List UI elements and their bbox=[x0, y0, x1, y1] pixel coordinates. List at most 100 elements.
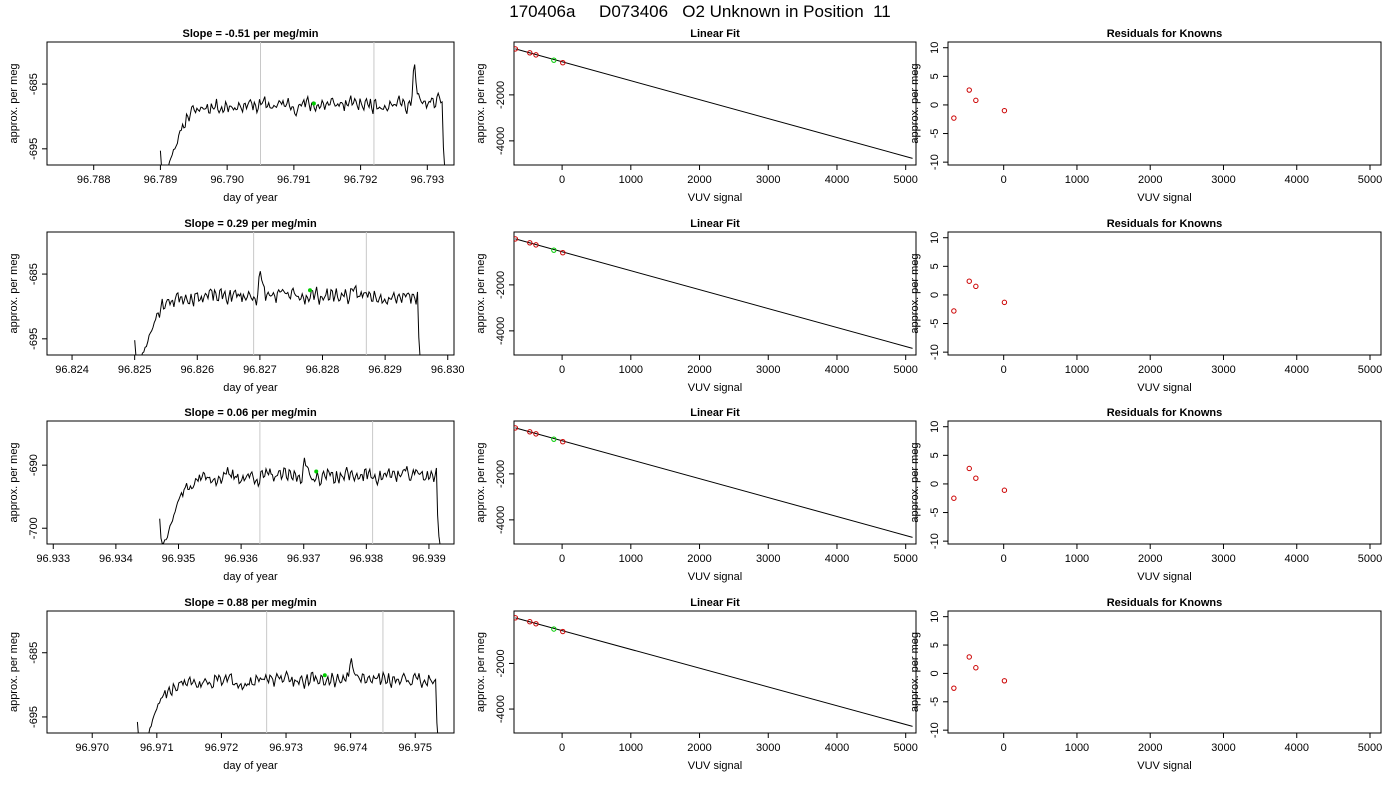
y-tick-label: -690 bbox=[28, 454, 40, 476]
panel-title: Linear Fit bbox=[690, 218, 740, 230]
x-tick-label: 5000 bbox=[893, 174, 917, 186]
y-tick-label: -2000 bbox=[495, 271, 507, 299]
fit-line bbox=[515, 617, 913, 727]
unknown-point bbox=[314, 469, 319, 474]
y-tick-label: -5 bbox=[929, 697, 941, 707]
unknown-point bbox=[322, 673, 327, 678]
panel-title: Slope = 0.29 per meg/min bbox=[184, 218, 317, 230]
x-tick-label: 1000 bbox=[1065, 364, 1089, 376]
plot-area bbox=[514, 46, 913, 159]
y-tick-label: -5 bbox=[929, 508, 941, 518]
x-tick-label: 4000 bbox=[1285, 364, 1309, 376]
x-tick-label: 0 bbox=[559, 364, 565, 376]
y-tick-label: -10 bbox=[929, 722, 941, 738]
plot-area bbox=[514, 425, 913, 538]
panel-title: Linear Fit bbox=[690, 28, 740, 40]
x-tick-label: 2000 bbox=[1138, 364, 1162, 376]
y-axis-label: approx. per meg bbox=[909, 632, 921, 712]
x-tick-label: 96.827 bbox=[243, 364, 277, 376]
residual-point bbox=[973, 283, 979, 290]
known-point bbox=[533, 621, 539, 627]
x-tick-label: 96.936 bbox=[224, 553, 258, 565]
panel-title: Residuals for Knowns bbox=[1107, 597, 1223, 609]
x-tick-label: 96.935 bbox=[162, 553, 196, 565]
panel-3: Slope = 0.88 per meg/min 96.970 96.971 96.9… bbox=[8, 597, 455, 772]
residual-point bbox=[973, 665, 979, 671]
x-tick-label: 2000 bbox=[1138, 742, 1162, 754]
x-axis-label: VUV signal bbox=[1137, 192, 1191, 204]
x-tick-label: 4000 bbox=[1285, 174, 1309, 186]
panel-4: Linear Fit 0 1000 2000 3000 4000 5000 -2000 -400… bbox=[475, 28, 918, 204]
x-tick-label: 1000 bbox=[619, 174, 643, 186]
x-tick-label: 4000 bbox=[1285, 553, 1309, 565]
plot-frame bbox=[947, 231, 1382, 356]
x-axis-label: VUV signal bbox=[688, 571, 742, 583]
known-point bbox=[527, 240, 533, 246]
panel-1: Slope = 0.29 per meg/min 96.824 96.825 96.8… bbox=[8, 218, 465, 394]
x-tick-label: 4000 bbox=[825, 174, 849, 186]
x-tick-label: 2000 bbox=[687, 553, 711, 565]
x-tick-label: 96.829 bbox=[368, 364, 402, 376]
plot-frame bbox=[46, 610, 455, 734]
plot-area bbox=[951, 87, 1008, 121]
panel-10: Residuals for Knowns 0 1000 2000 3000 4000 500… bbox=[909, 407, 1382, 583]
residual-point bbox=[1001, 107, 1008, 114]
y-tick-label: 10 bbox=[929, 611, 941, 623]
plot-area bbox=[951, 278, 1008, 314]
plot-frame bbox=[513, 420, 917, 545]
known-point bbox=[514, 615, 519, 621]
panel-9: Residuals for Knowns 0 1000 2000 3000 4000 500… bbox=[909, 218, 1382, 394]
x-tick-label: 3000 bbox=[1211, 174, 1235, 186]
x-tick-label: 96.970 bbox=[75, 742, 109, 754]
x-tick-label: 1000 bbox=[1065, 174, 1089, 186]
y-tick-label: -2000 bbox=[495, 460, 507, 488]
plot-area bbox=[951, 654, 1008, 691]
y-tick-label: -685 bbox=[28, 642, 40, 664]
y-axis-label: approx. per meg bbox=[475, 442, 487, 522]
x-tick-label: 2000 bbox=[687, 174, 711, 186]
panel-6: Linear Fit 0 1000 2000 3000 4000 5000 -2000 -400… bbox=[475, 407, 918, 583]
unknown-point bbox=[311, 101, 316, 106]
x-tick-label: 96.974 bbox=[334, 742, 368, 754]
fit-line bbox=[515, 427, 913, 538]
x-tick-label: 4000 bbox=[825, 364, 849, 376]
known-point bbox=[527, 429, 533, 435]
known-point bbox=[560, 59, 566, 66]
known-point bbox=[514, 236, 519, 242]
plot-area bbox=[134, 232, 421, 355]
plot-frame bbox=[947, 420, 1382, 545]
y-axis-label: approx. per meg bbox=[475, 253, 487, 333]
x-tick-label: 5000 bbox=[1358, 364, 1382, 376]
plot-area bbox=[951, 465, 1008, 501]
x-axis-label: day of year bbox=[223, 760, 278, 772]
y-tick-label: -695 bbox=[28, 328, 40, 350]
fit-line bbox=[515, 48, 913, 159]
y-tick-label: 0 bbox=[929, 481, 941, 487]
y-axis-label: approx. per meg bbox=[8, 253, 20, 333]
y-tick-label: 5 bbox=[929, 452, 941, 458]
panel-title: Slope = 0.06 per meg/min bbox=[184, 407, 317, 419]
x-tick-label: 0 bbox=[559, 742, 565, 754]
plot-frame bbox=[46, 231, 455, 356]
plot-frame bbox=[947, 41, 1382, 166]
panel-title: Slope = 0.88 per meg/min bbox=[184, 597, 317, 609]
plot-area bbox=[136, 611, 439, 733]
y-tick-label: -685 bbox=[28, 73, 40, 95]
x-axis-label: day of year bbox=[223, 571, 278, 583]
y-tick-label: -5 bbox=[929, 129, 941, 139]
x-tick-label: 3000 bbox=[1211, 553, 1235, 565]
x-tick-label: 2000 bbox=[687, 364, 711, 376]
plot-area bbox=[514, 615, 913, 727]
residual-point bbox=[951, 308, 957, 314]
panel-title: Residuals for Knowns bbox=[1107, 407, 1223, 419]
panel-5: Linear Fit 0 1000 2000 3000 4000 5000 -2000 -400… bbox=[475, 218, 918, 394]
plot-frame bbox=[947, 610, 1382, 734]
y-axis-label: approx. per meg bbox=[475, 63, 487, 143]
x-tick-label: 1000 bbox=[1065, 742, 1089, 754]
x-tick-label: 3000 bbox=[756, 553, 780, 565]
y-tick-label: -10 bbox=[929, 533, 941, 549]
x-tick-label: 96.939 bbox=[412, 553, 446, 565]
unknown-point bbox=[551, 436, 557, 442]
x-tick-label: 0 bbox=[1001, 174, 1007, 186]
x-tick-label: 96.792 bbox=[344, 174, 378, 186]
